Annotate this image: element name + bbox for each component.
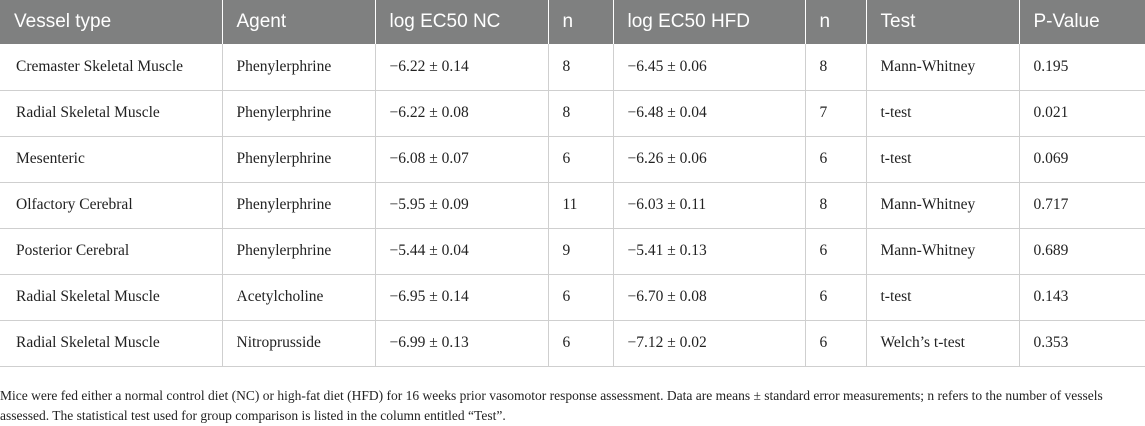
cell-n-hfd: 8 xyxy=(805,44,867,91)
cell-log-ec50-nc: −6.22 ± 0.14 xyxy=(375,44,549,91)
table-row: Radial Skeletal Muscle Acetylcholine −6.… xyxy=(0,274,1145,321)
cell-log-ec50-nc: −6.99 ± 0.13 xyxy=(375,320,549,367)
cell-agent: Phenylerphrine xyxy=(222,228,376,275)
cell-n-hfd: 8 xyxy=(805,182,867,229)
cell-p-value: 0.069 xyxy=(1019,136,1145,183)
cell-agent: Phenylerphrine xyxy=(222,182,376,229)
cell-log-ec50-nc: −6.22 ± 0.08 xyxy=(375,90,549,137)
cell-n-nc: 6 xyxy=(548,320,614,367)
cell-log-ec50-nc: −6.95 ± 0.14 xyxy=(375,274,549,321)
cell-test: Mann-Whitney xyxy=(866,44,1020,91)
cell-log-ec50-hfd: −6.48 ± 0.04 xyxy=(613,90,806,137)
results-table: Vessel type Agent log EC50 NC n log EC50… xyxy=(0,0,1145,367)
cell-p-value: 0.717 xyxy=(1019,182,1145,229)
table-row: Mesenteric Phenylerphrine −6.08 ± 0.07 6… xyxy=(0,136,1145,183)
cell-log-ec50-hfd: −7.12 ± 0.02 xyxy=(613,320,806,367)
cell-agent: Phenylerphrine xyxy=(222,44,376,91)
cell-n-nc: 11 xyxy=(548,182,614,229)
table-row: Posterior Cerebral Phenylerphrine −5.44 … xyxy=(0,228,1145,275)
cell-n-hfd: 7 xyxy=(805,90,867,137)
header-test: Test xyxy=(866,0,1020,44)
header-vessel-type: Vessel type xyxy=(0,0,223,44)
cell-test: Mann-Whitney xyxy=(866,228,1020,275)
cell-log-ec50-hfd: −6.45 ± 0.06 xyxy=(613,44,806,91)
header-log-ec50-nc: log EC50 NC xyxy=(375,0,549,44)
header-log-ec50-hfd: log EC50 HFD xyxy=(613,0,806,44)
cell-test: t-test xyxy=(866,136,1020,183)
cell-p-value: 0.195 xyxy=(1019,44,1145,91)
cell-agent: Acetylcholine xyxy=(222,274,376,321)
cell-log-ec50-hfd: −6.03 ± 0.11 xyxy=(613,182,806,229)
table-row: Radial Skeletal Muscle Nitroprusside −6.… xyxy=(0,320,1145,367)
table-row: Olfactory Cerebral Phenylerphrine −5.95 … xyxy=(0,182,1145,229)
table-footnote: Mice were fed either a normal control di… xyxy=(0,387,1103,423)
cell-log-ec50-nc: −6.08 ± 0.07 xyxy=(375,136,549,183)
cell-n-nc: 8 xyxy=(548,44,614,91)
header-agent: Agent xyxy=(222,0,376,44)
cell-n-hfd: 6 xyxy=(805,136,867,183)
header-n-nc: n xyxy=(548,0,614,44)
cell-test: Welch’s t-test xyxy=(866,320,1020,367)
cell-vessel-type: Posterior Cerebral xyxy=(0,228,223,275)
cell-p-value: 0.689 xyxy=(1019,228,1145,275)
table-row: Radial Skeletal Muscle Phenylerphrine −6… xyxy=(0,90,1145,137)
cell-n-hfd: 6 xyxy=(805,274,867,321)
cell-p-value: 0.353 xyxy=(1019,320,1145,367)
cell-agent: Phenylerphrine xyxy=(222,136,376,183)
cell-n-nc: 6 xyxy=(548,136,614,183)
cell-n-nc: 6 xyxy=(548,274,614,321)
table-row: Cremaster Skeletal Muscle Phenylerphrine… xyxy=(0,44,1145,91)
cell-log-ec50-hfd: −6.70 ± 0.08 xyxy=(613,274,806,321)
cell-test: t-test xyxy=(866,90,1020,137)
header-n-hfd: n xyxy=(805,0,867,44)
cell-test: Mann-Whitney xyxy=(866,182,1020,229)
cell-test: t-test xyxy=(866,274,1020,321)
cell-p-value: 0.021 xyxy=(1019,90,1145,137)
table-header-row: Vessel type Agent log EC50 NC n log EC50… xyxy=(0,0,1145,44)
cell-agent: Nitroprusside xyxy=(222,320,376,367)
cell-log-ec50-nc: −5.95 ± 0.09 xyxy=(375,182,549,229)
cell-n-hfd: 6 xyxy=(805,320,867,367)
cell-agent: Phenylerphrine xyxy=(222,90,376,137)
cell-vessel-type: Olfactory Cerebral xyxy=(0,182,223,229)
cell-log-ec50-hfd: −6.26 ± 0.06 xyxy=(613,136,806,183)
cell-vessel-type: Mesenteric xyxy=(0,136,223,183)
cell-n-nc: 9 xyxy=(548,228,614,275)
cell-n-hfd: 6 xyxy=(805,228,867,275)
cell-n-nc: 8 xyxy=(548,90,614,137)
cell-log-ec50-nc: −5.44 ± 0.04 xyxy=(375,228,549,275)
cell-vessel-type: Radial Skeletal Muscle xyxy=(0,320,223,367)
cell-log-ec50-hfd: −5.41 ± 0.13 xyxy=(613,228,806,275)
cell-vessel-type: Cremaster Skeletal Muscle xyxy=(0,44,223,91)
header-p-value: P-Value xyxy=(1033,11,1100,32)
cell-vessel-type: Radial Skeletal Muscle xyxy=(0,274,223,321)
cell-p-value: 0.143 xyxy=(1019,274,1145,321)
cell-vessel-type: Radial Skeletal Muscle xyxy=(0,90,223,137)
